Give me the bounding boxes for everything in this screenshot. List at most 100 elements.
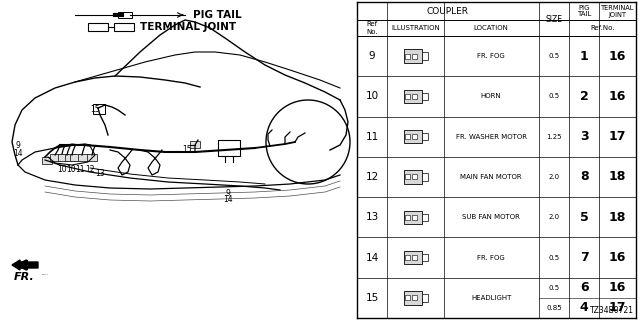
Text: FR. FOG: FR. FOG bbox=[477, 255, 505, 260]
Bar bbox=[412, 54, 417, 59]
Text: 0.85: 0.85 bbox=[546, 305, 562, 311]
Bar bbox=[412, 215, 417, 220]
Text: Ref
No.: Ref No. bbox=[366, 21, 378, 35]
Text: FR.: FR. bbox=[14, 272, 35, 282]
Bar bbox=[42, 157, 52, 164]
Text: 15: 15 bbox=[90, 105, 100, 114]
Bar bbox=[422, 213, 428, 221]
Text: 11: 11 bbox=[76, 164, 84, 173]
Bar bbox=[404, 90, 422, 103]
Bar bbox=[218, 140, 240, 156]
Text: 0.5: 0.5 bbox=[548, 285, 559, 291]
Text: PIG TAIL: PIG TAIL bbox=[193, 10, 242, 20]
Text: 14: 14 bbox=[13, 148, 23, 157]
Bar bbox=[412, 255, 417, 260]
Text: 2: 2 bbox=[580, 90, 588, 103]
Text: 0.5: 0.5 bbox=[548, 255, 559, 260]
Bar bbox=[422, 294, 428, 302]
Bar bbox=[404, 291, 422, 305]
Text: 7: 7 bbox=[580, 251, 588, 264]
Text: 16: 16 bbox=[609, 50, 627, 63]
Bar bbox=[114, 23, 134, 31]
Bar bbox=[88, 23, 108, 31]
Bar bbox=[405, 174, 410, 180]
Text: ILLUSTRATION: ILLUSTRATION bbox=[391, 25, 440, 31]
Text: 5: 5 bbox=[580, 211, 588, 224]
Bar bbox=[65, 154, 75, 161]
Text: HEADLIGHT: HEADLIGHT bbox=[471, 295, 511, 301]
Bar bbox=[78, 154, 88, 161]
Bar bbox=[422, 173, 428, 181]
Text: 17: 17 bbox=[609, 301, 627, 315]
Text: 16: 16 bbox=[609, 90, 627, 103]
Bar bbox=[404, 49, 422, 63]
Text: 18: 18 bbox=[609, 211, 627, 224]
Text: SIZE: SIZE bbox=[545, 14, 563, 23]
Text: 15: 15 bbox=[182, 145, 192, 154]
Bar bbox=[422, 52, 428, 60]
Text: 1: 1 bbox=[580, 50, 588, 63]
Bar bbox=[422, 93, 428, 100]
Text: 11: 11 bbox=[365, 132, 379, 142]
Bar bbox=[404, 251, 422, 264]
Bar bbox=[412, 134, 417, 139]
Text: 18: 18 bbox=[609, 171, 627, 183]
Text: 9: 9 bbox=[369, 51, 376, 61]
Text: PIG TAIL: PIG TAIL bbox=[42, 274, 48, 275]
Text: LOCATION: LOCATION bbox=[474, 25, 509, 31]
Bar bbox=[87, 154, 97, 161]
Text: 1.25: 1.25 bbox=[546, 134, 561, 140]
Text: 2.0: 2.0 bbox=[548, 214, 559, 220]
Text: 2.0: 2.0 bbox=[548, 174, 559, 180]
Text: FR. FOG: FR. FOG bbox=[477, 53, 505, 59]
Text: TERMINAL
JOINT: TERMINAL JOINT bbox=[601, 4, 634, 18]
Bar bbox=[93, 104, 105, 114]
Text: 14: 14 bbox=[365, 252, 379, 263]
Bar bbox=[412, 174, 417, 180]
Text: 0.5: 0.5 bbox=[548, 93, 559, 100]
Text: 8: 8 bbox=[580, 171, 588, 183]
Bar bbox=[190, 141, 200, 148]
Text: 16: 16 bbox=[609, 281, 627, 294]
Text: 4: 4 bbox=[580, 301, 588, 315]
FancyArrow shape bbox=[12, 260, 38, 270]
Bar bbox=[58, 154, 68, 161]
Bar bbox=[405, 215, 410, 220]
Text: 0.5: 0.5 bbox=[548, 53, 559, 59]
Bar bbox=[405, 54, 410, 59]
Text: 13: 13 bbox=[95, 169, 105, 178]
Bar bbox=[405, 94, 410, 99]
Text: SUB FAN MOTOR: SUB FAN MOTOR bbox=[462, 214, 520, 220]
Bar bbox=[70, 154, 80, 161]
Bar bbox=[404, 211, 422, 224]
Text: Ref.No.: Ref.No. bbox=[590, 25, 615, 31]
Bar bbox=[50, 154, 60, 161]
Text: TZ34B0721: TZ34B0721 bbox=[590, 306, 634, 315]
Bar bbox=[118, 12, 132, 18]
Text: 17: 17 bbox=[609, 130, 627, 143]
Text: FR. WASHER MOTOR: FR. WASHER MOTOR bbox=[456, 134, 527, 140]
Bar bbox=[405, 295, 410, 300]
Text: TERMINAL JOINT: TERMINAL JOINT bbox=[140, 22, 236, 32]
Text: 3: 3 bbox=[580, 130, 588, 143]
Bar bbox=[404, 130, 422, 143]
Text: MAIN FAN MOTOR: MAIN FAN MOTOR bbox=[460, 174, 522, 180]
Text: 15: 15 bbox=[365, 293, 379, 303]
Bar bbox=[422, 133, 428, 140]
Text: HORN: HORN bbox=[481, 93, 501, 100]
Bar bbox=[404, 170, 422, 184]
Bar bbox=[412, 94, 417, 99]
Text: 6: 6 bbox=[580, 281, 588, 294]
Text: 9: 9 bbox=[225, 189, 230, 198]
Bar bbox=[422, 254, 428, 261]
Text: 10: 10 bbox=[66, 164, 76, 173]
Text: PIG
TAIL: PIG TAIL bbox=[577, 4, 591, 18]
Text: COUPLER: COUPLER bbox=[427, 6, 469, 15]
Text: 12: 12 bbox=[85, 164, 95, 173]
Text: 14: 14 bbox=[223, 196, 233, 204]
Text: 10: 10 bbox=[365, 92, 379, 101]
Text: 13: 13 bbox=[365, 212, 379, 222]
Text: 16: 16 bbox=[609, 251, 627, 264]
Text: 12: 12 bbox=[365, 172, 379, 182]
Bar bbox=[405, 134, 410, 139]
